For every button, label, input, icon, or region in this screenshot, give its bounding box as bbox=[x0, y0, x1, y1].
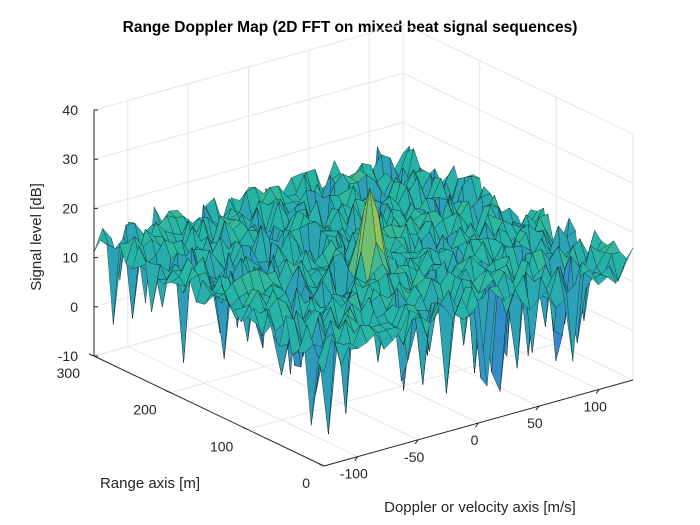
x-tick-label: 100 bbox=[584, 398, 608, 414]
x-tick-label: 0 bbox=[471, 432, 479, 448]
y-tick-label: 100 bbox=[210, 438, 234, 454]
surface-cell bbox=[93, 227, 110, 253]
grid-line bbox=[247, 342, 557, 430]
x-tick-label: 50 bbox=[527, 415, 543, 431]
z-axis-label: Signal level [dB] bbox=[28, 183, 45, 291]
grid-line bbox=[402, 121, 634, 233]
surface-cell bbox=[317, 333, 333, 373]
x-tick-mark bbox=[414, 439, 419, 445]
y-axis-label: Range axis [m] bbox=[100, 475, 200, 492]
x-tick-label: -50 bbox=[404, 449, 424, 465]
grid-line bbox=[93, 72, 404, 160]
x-tick-mark bbox=[354, 456, 359, 461]
grid-line bbox=[93, 121, 404, 209]
y-axis-line bbox=[93, 355, 325, 467]
surface-cell bbox=[144, 260, 161, 312]
grid-line bbox=[93, 23, 404, 111]
x-tick-mark bbox=[595, 389, 600, 394]
x-tick-label: -100 bbox=[340, 466, 368, 482]
x-tick-mark bbox=[535, 405, 540, 411]
y-tick-mark bbox=[88, 353, 95, 357]
y-tick-label: 200 bbox=[133, 402, 157, 418]
chart-title: Range Doppler Map (2D FFT on mixed beat … bbox=[123, 19, 578, 36]
x-axis-label: Doppler or velocity axis [m/s] bbox=[384, 499, 576, 516]
grid-line bbox=[402, 23, 634, 135]
surface-layer bbox=[93, 145, 634, 435]
z-tick-label: -10 bbox=[58, 348, 78, 364]
z-tick-label: 10 bbox=[62, 250, 78, 266]
y-tick-label: 0 bbox=[302, 475, 310, 491]
y-tick-label: 300 bbox=[57, 365, 81, 381]
y-tick-mark bbox=[165, 390, 171, 394]
y-tick-mark bbox=[318, 463, 325, 467]
grid-line bbox=[127, 346, 359, 458]
y-tick-mark bbox=[242, 426, 248, 430]
grid-line bbox=[187, 329, 419, 441]
z-tick-label: 20 bbox=[62, 200, 78, 216]
grid-line bbox=[402, 72, 634, 184]
z-tick-label: 30 bbox=[62, 151, 78, 167]
z-tick-label: 40 bbox=[62, 102, 78, 118]
z-tick-label: 0 bbox=[70, 299, 78, 315]
x-tick-mark bbox=[475, 422, 479, 428]
